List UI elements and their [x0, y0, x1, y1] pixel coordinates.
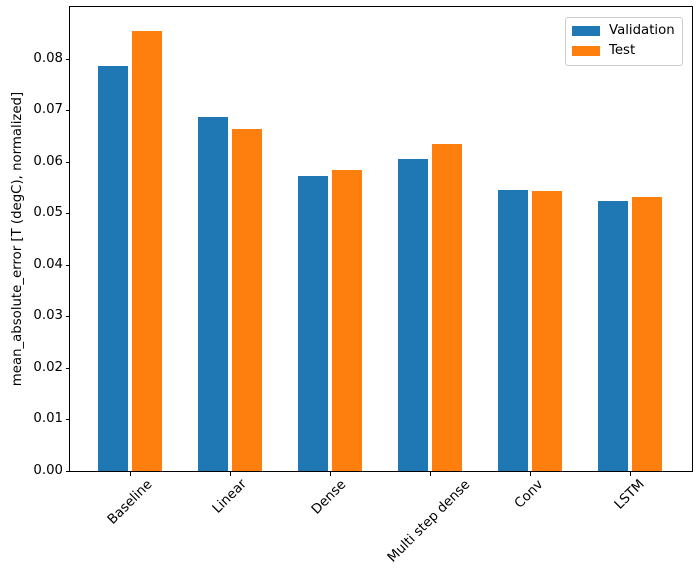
y-tick-mark [66, 109, 70, 111]
y-axis-label: mean_absolute_error [T (degC), normalize… [10, 91, 26, 387]
bar-test-5 [632, 196, 662, 471]
y-tick-mark [66, 367, 70, 369]
bar-validation-2 [298, 176, 328, 471]
bar-validation-4 [498, 190, 528, 471]
x-tick-label: Baseline [104, 476, 156, 528]
y-tick-mark [66, 264, 70, 266]
y-tick-label: 0.02 [33, 359, 63, 375]
legend-entry-validation: Validation [572, 23, 675, 39]
x-tick-label: Linear [209, 476, 250, 517]
y-tick-label: 0.01 [33, 411, 63, 427]
y-tick-label: 0.07 [33, 102, 63, 118]
y-tick-mark [66, 58, 70, 60]
x-tick-label: Conv [512, 477, 547, 512]
y-tick-label: 0.08 [33, 50, 63, 66]
y-tick-label: 0.06 [33, 153, 63, 169]
y-tick-mark [66, 212, 70, 214]
bar-test-3 [432, 144, 462, 471]
x-tick-mark [529, 472, 531, 476]
y-tick-label: 0.00 [33, 463, 63, 478]
test-swatch [572, 46, 600, 56]
x-tick-mark [329, 472, 331, 476]
bar-validation-5 [598, 200, 628, 471]
y-tick-label: 0.04 [33, 256, 63, 272]
y-tick-mark [66, 418, 70, 420]
y-tick-label: 0.05 [33, 205, 63, 221]
bar-validation-0 [98, 66, 128, 471]
y-tick-mark [66, 161, 70, 163]
y-tick-mark [66, 470, 70, 472]
x-tick-mark [629, 472, 631, 476]
bar-test-4 [532, 191, 562, 471]
bar-test-2 [332, 170, 362, 471]
x-tick-label: Multi step dense [385, 477, 474, 566]
x-tick-mark [129, 472, 131, 476]
x-tick-mark [429, 472, 431, 476]
legend: Validation Test [565, 17, 683, 66]
x-tick-label: Dense [309, 477, 350, 518]
validation-swatch [572, 26, 600, 36]
y-tick-label: 0.03 [33, 308, 63, 324]
bar-test-0 [132, 31, 162, 471]
y-tick-mark [66, 315, 70, 317]
bar-validation-3 [398, 158, 428, 471]
bar-validation-1 [198, 116, 228, 471]
plot-area [69, 6, 693, 472]
legend-entry-test: Test [572, 43, 674, 59]
x-tick-mark [229, 472, 231, 476]
bar-test-1 [232, 129, 262, 471]
legend-label-test: Test [609, 43, 636, 58]
x-tick-label: LSTM [611, 476, 648, 513]
legend-label-validation: Validation [609, 23, 675, 38]
